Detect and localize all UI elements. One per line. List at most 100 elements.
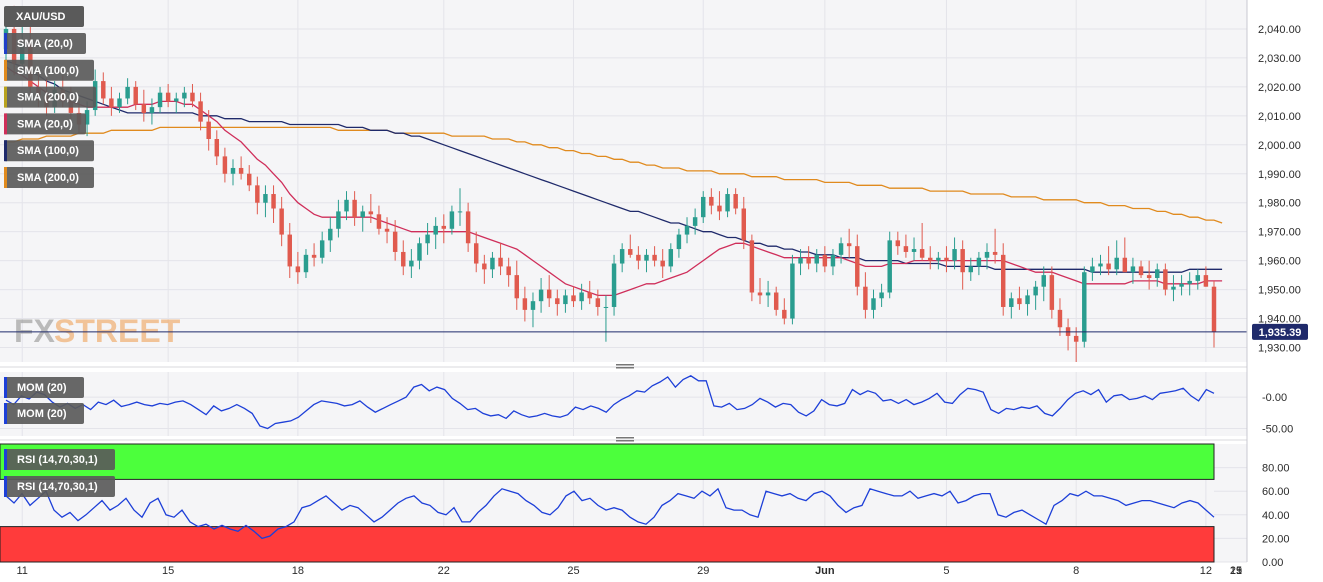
time-tick-label: 8 <box>1073 565 1079 577</box>
candle <box>198 92 203 131</box>
candle <box>101 72 106 105</box>
legend-price-indicator[interactable]: SMA (20,0) <box>4 113 86 135</box>
candle <box>279 196 284 247</box>
candle <box>798 249 803 276</box>
candle <box>846 228 852 258</box>
candle <box>871 289 876 319</box>
rsi-overbought-zone <box>0 443 1215 480</box>
candle <box>392 220 398 261</box>
candle <box>1138 260 1144 279</box>
candle <box>157 86 163 113</box>
price-tick-label: 1,930.00 <box>1258 343 1301 355</box>
legend-price-indicator[interactable]: SMA (200,0) <box>4 167 94 188</box>
axes: 2,040.00 2,030.00 2,020.00 2,010.00 2,000.00… <box>17 0 1301 577</box>
candle <box>368 194 374 223</box>
candle <box>822 246 828 273</box>
legend-price-indicator[interactable]: SMA (20,0) <box>4 33 86 54</box>
candle <box>628 234 633 258</box>
symbol-label[interactable]: XAU/USD <box>4 6 84 27</box>
candle <box>125 78 130 105</box>
candle <box>1195 269 1201 290</box>
candle <box>1106 246 1111 276</box>
candle <box>911 237 917 261</box>
candle <box>328 217 333 252</box>
candle <box>1211 280 1217 348</box>
candle <box>514 260 519 310</box>
candle <box>757 278 763 305</box>
candle <box>944 246 949 273</box>
watermark-fx: FX <box>14 313 56 349</box>
candle <box>611 254 617 316</box>
candle <box>287 222 292 279</box>
candle <box>1009 292 1014 319</box>
candle <box>806 246 811 270</box>
candle <box>165 83 171 108</box>
legend-price-indicator[interactable]: SMA (100,0) <box>4 140 94 162</box>
legends: XAU/USD SMA (20,0) SMA (100,0) SMA (200,0)… <box>4 6 115 497</box>
candle <box>1187 272 1192 296</box>
candle <box>1203 266 1209 287</box>
candlesticks <box>3 5 1217 362</box>
candle <box>1122 237 1128 273</box>
candle <box>733 188 738 215</box>
indicator-lines <box>5 375 1215 540</box>
candle <box>490 251 495 279</box>
candle <box>790 254 795 325</box>
candle <box>936 251 941 270</box>
candle <box>376 205 382 235</box>
candle <box>887 231 892 299</box>
legend-rsi-indicator[interactable]: RSI (14,70,30,1) <box>4 476 115 497</box>
candle <box>473 231 479 273</box>
candle <box>246 165 252 192</box>
candle <box>1000 243 1006 316</box>
legend-label: SMA (100,0) <box>17 65 79 77</box>
legend-label: RSI (14,70,30,1) <box>17 454 98 466</box>
candle <box>1179 275 1184 296</box>
candle <box>919 222 925 261</box>
candle <box>960 240 965 290</box>
candle <box>701 191 706 223</box>
rsi-tick-label: 80.00 <box>1262 463 1290 475</box>
candle <box>425 222 430 255</box>
candle <box>295 251 301 284</box>
candle <box>482 254 487 284</box>
candle <box>895 231 901 255</box>
time-tick-label: 12 <box>1200 565 1212 577</box>
candle <box>433 217 438 250</box>
candle <box>214 130 220 166</box>
legend-price-indicator[interactable]: SMA (100,0) <box>4 59 94 81</box>
candle <box>352 191 357 226</box>
legend-rsi-indicator[interactable]: RSI (14,70,30,1) <box>4 449 115 470</box>
candle <box>928 246 933 270</box>
candle <box>1082 266 1087 348</box>
rsi-line <box>5 487 1215 540</box>
resize-handle-icon[interactable] <box>616 437 634 442</box>
candle <box>457 188 463 226</box>
resize-handle-icon[interactable] <box>616 364 634 369</box>
candle <box>546 275 552 307</box>
candle <box>319 231 325 264</box>
price-tick-label: 1,970.00 <box>1258 227 1301 239</box>
candle <box>1098 254 1103 276</box>
candle <box>441 214 447 244</box>
legend-mom-indicator[interactable]: MOM (20) <box>4 377 84 398</box>
candle <box>587 280 592 305</box>
legend-label: SMA (100,0) <box>17 145 79 157</box>
legend-label: SMA (20,0) <box>17 118 73 130</box>
candle <box>571 286 576 307</box>
price-tick-label: 2,000.00 <box>1258 140 1301 152</box>
candle <box>271 185 276 223</box>
candle <box>465 202 471 252</box>
candle <box>1146 260 1152 290</box>
last-price-tag: 1,935.39 <box>1252 323 1308 340</box>
legend-mom-indicator[interactable]: MOM (20) <box>4 403 84 424</box>
legend-price-indicator[interactable]: SMA (200,0) <box>4 86 96 108</box>
candle <box>709 188 714 215</box>
candle <box>563 289 568 313</box>
candle <box>603 295 609 342</box>
candle <box>1049 266 1055 319</box>
rsi-tick-label: 20.00 <box>1262 533 1290 545</box>
candle <box>976 251 982 276</box>
rsi-oversold-zone <box>0 526 1215 563</box>
